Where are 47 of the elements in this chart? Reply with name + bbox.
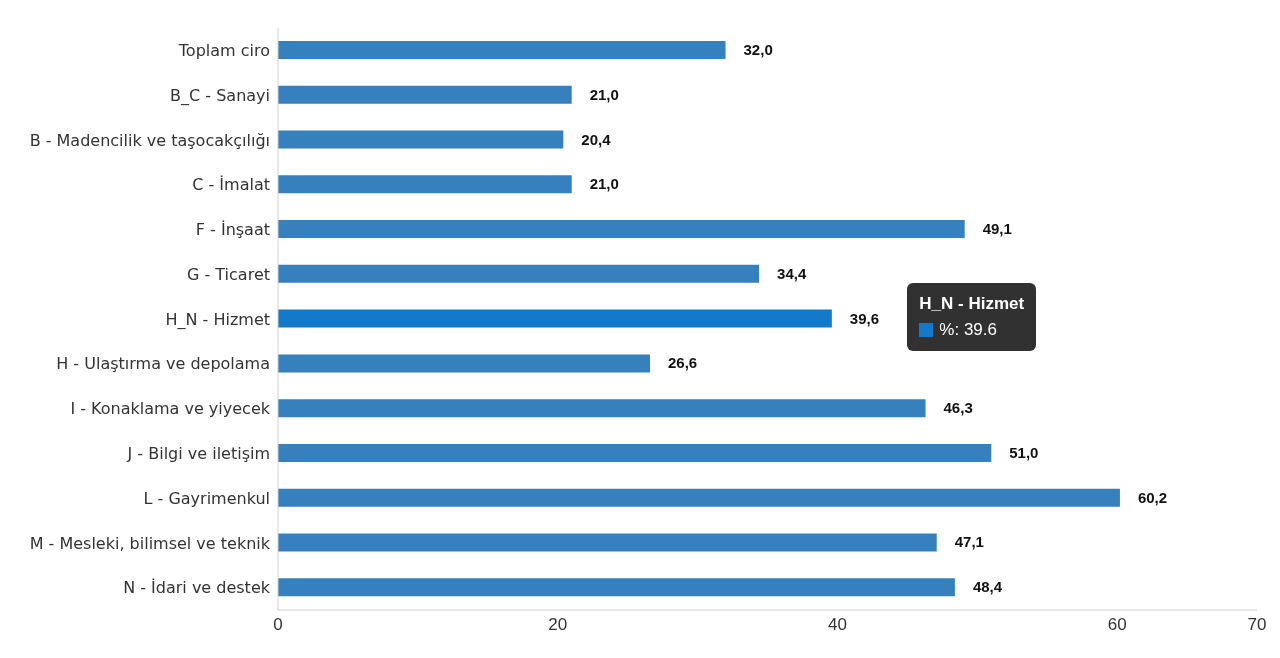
y-tick-label: J - Bilgi ve iletişim <box>126 443 270 463</box>
data-label: 32,0 <box>743 41 773 58</box>
y-tick-label: L - Gayrimenkul <box>143 488 270 508</box>
bar <box>278 399 926 418</box>
y-tick-label: N - İdari ve destek <box>123 578 271 598</box>
data-label: 48,4 <box>972 578 1003 596</box>
bar <box>278 85 572 104</box>
bar <box>278 533 937 552</box>
data-label: 20,4 <box>581 130 612 148</box>
x-tick-label: 40 <box>827 615 847 635</box>
annotation: %: 39.6 <box>938 319 998 341</box>
bar <box>278 175 572 194</box>
data-label: 60,2 <box>1137 488 1168 506</box>
data-label: 26,6 <box>668 354 698 372</box>
bar <box>278 264 760 283</box>
y-tick-label: F - İnşaat <box>195 220 270 240</box>
x-tick-label: 70 <box>1247 615 1267 635</box>
x-tick-label: 0 <box>273 615 283 635</box>
y-tick-label: C - İmalat <box>192 175 270 195</box>
bar <box>278 443 992 462</box>
y-tick-label: M - Mesleki, bilimsel ve teknik <box>29 533 271 553</box>
annotation: H_N - Hizmet <box>919 293 1025 315</box>
y-tick-label: H - Ulaştırma ve depolama <box>56 354 270 374</box>
x-tick-label: 20 <box>548 615 568 635</box>
y-tick-label: H_N - Hizmet <box>165 309 270 330</box>
data-label: 46,3 <box>943 399 973 417</box>
data-label: 49,1 <box>982 220 1012 238</box>
y-tick-label: B - Madencilik ve taşocakçılığı <box>29 130 270 150</box>
bar <box>278 220 965 239</box>
y-tick-label: G - Ticaret <box>186 264 270 284</box>
bar <box>278 354 651 373</box>
data-label: 34,4 <box>777 264 807 282</box>
data-label: 47,1 <box>954 533 984 551</box>
x-tick-label: 60 <box>1107 615 1127 635</box>
bar <box>278 130 564 149</box>
tooltip-box: H_N - Hizmet %: 39.6 <box>907 283 1037 351</box>
y-tick-label: Toplam ciro <box>177 41 270 61</box>
bar <box>278 488 1120 507</box>
data-label: 21,0 <box>589 85 619 103</box>
bar <box>278 309 832 328</box>
bar <box>278 578 955 597</box>
bar <box>278 41 726 59</box>
y-tick-label: I - Konaklama ve yiyecek <box>70 399 271 419</box>
data-label: 39,6 <box>849 309 880 327</box>
data-label: 51,0 <box>1009 443 1039 461</box>
data-label: 21,0 <box>589 175 619 193</box>
y-tick-label: B_C - Sanayi <box>170 85 270 106</box>
